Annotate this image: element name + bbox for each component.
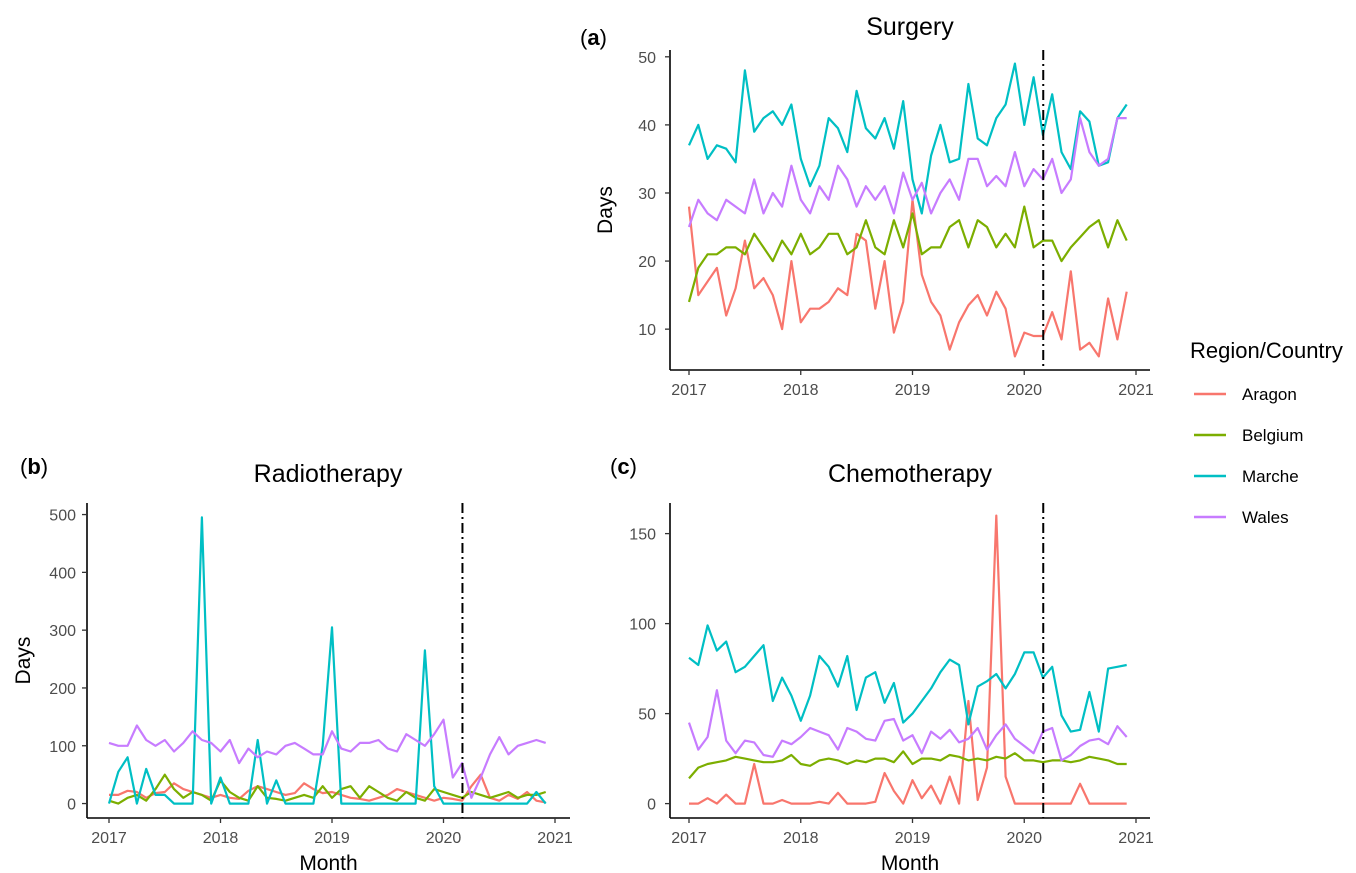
legend-label-wales: Wales: [1242, 508, 1289, 527]
x-tick-label: 2017: [671, 830, 707, 847]
panel-radiotherapy: (b) Radiotherapy 0 100 200 300 400 500 2017 2018 2…: [12, 454, 573, 873]
chart-title-radiotherapy: Radiotherapy: [254, 460, 403, 488]
y-tick-label: 20: [638, 254, 656, 271]
y-tick-label: 0: [67, 797, 76, 814]
y-tick-label: 300: [49, 623, 76, 640]
y-tick-label: 10: [638, 322, 656, 339]
x-tick-label: 2021: [1118, 382, 1154, 399]
legend-label-belgium: Belgium: [1242, 426, 1303, 445]
y-axis-title: Days: [12, 637, 35, 685]
y-tick-label: 100: [629, 617, 656, 634]
series-line-wales: [108, 718, 547, 799]
legend-title: Region/Country: [1190, 338, 1343, 363]
y-tick-label: 200: [49, 681, 76, 698]
legend-label-marche: Marche: [1242, 467, 1299, 486]
x-tick-label: 2021: [537, 830, 573, 847]
x-tick-label: 2019: [895, 382, 931, 399]
y-tick-label: 100: [49, 739, 76, 756]
panel-chemotherapy: (c) Chemotherapy 0 50 100 150 2017 2018 2019 2020…: [610, 454, 1154, 873]
series-line-wales: [687, 689, 1128, 762]
y-tick-label: 50: [638, 707, 656, 724]
x-tick-label: 2018: [783, 830, 819, 847]
x-tick-label: 2017: [91, 830, 127, 847]
panel-surgery: (a) Surgery 10 20 30 40 50 2017 2018 2019 2020 2021…: [580, 13, 1154, 399]
y-tick-label: 30: [638, 186, 656, 203]
series-line-marche: [688, 624, 1127, 733]
x-axis-title: Month: [881, 852, 939, 873]
series-line-aragon: [689, 514, 1127, 805]
y-tick-label: 150: [629, 527, 656, 544]
y-tick-label: 500: [49, 508, 76, 525]
series-line-marche: [107, 516, 547, 805]
chart-title-surgery: Surgery: [866, 13, 954, 41]
x-tick-label: 2018: [783, 382, 819, 399]
x-tick-label: 2017: [671, 382, 707, 399]
series-line-wales: [687, 116, 1127, 228]
x-axis-title: Month: [299, 852, 357, 873]
y-axis-title: Days: [594, 186, 617, 234]
y-tick-label: 40: [638, 118, 656, 135]
legend: Region/Country Aragon Belgium Marche Wales: [1190, 338, 1343, 527]
x-tick-label: 2020: [1006, 382, 1042, 399]
series-line-belgium: [688, 750, 1127, 780]
y-tick-label: 0: [647, 797, 656, 814]
series-line-marche: [687, 62, 1128, 215]
x-tick-label: 2021: [1118, 830, 1154, 847]
series-line-aragon: [687, 198, 1128, 358]
y-tick-label: 400: [49, 565, 76, 582]
series-line-belgium: [687, 205, 1128, 303]
x-tick-label: 2020: [1006, 830, 1042, 847]
x-tick-label: 2018: [203, 830, 239, 847]
panel-label-a: (a): [580, 25, 607, 50]
chart-title-chemotherapy: Chemotherapy: [828, 460, 992, 488]
legend-label-aragon: Aragon: [1242, 385, 1297, 404]
panel-label-c: (c): [610, 454, 637, 479]
x-tick-label: 2019: [895, 830, 931, 847]
x-tick-label: 2019: [314, 830, 350, 847]
x-tick-label: 2020: [426, 830, 462, 847]
panel-label-b: (b): [20, 454, 48, 479]
y-tick-label: 50: [638, 50, 656, 67]
